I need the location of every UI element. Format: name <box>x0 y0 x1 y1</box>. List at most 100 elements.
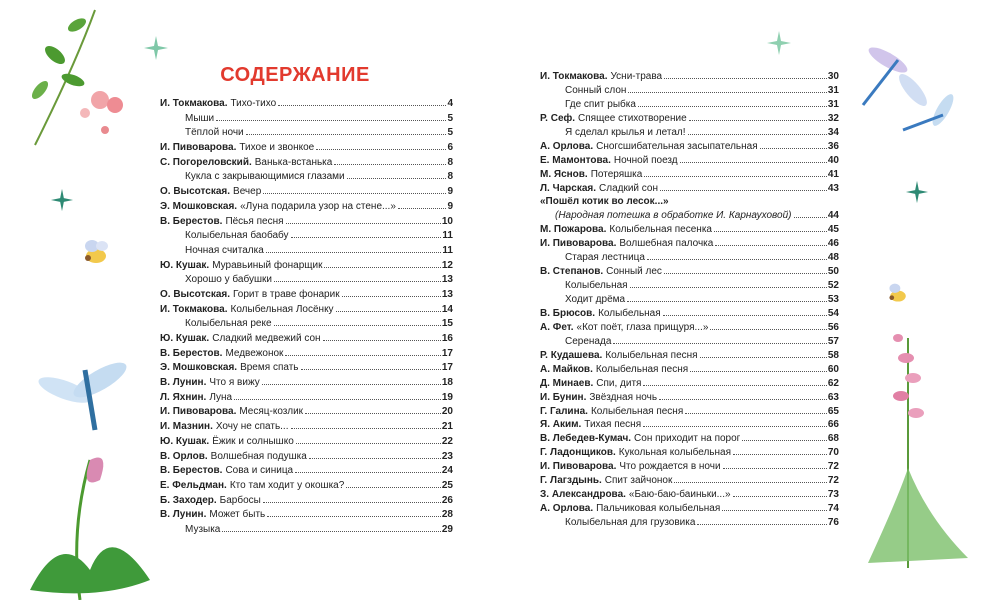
entry-author: Г. Лагздынь. <box>540 475 602 487</box>
dot-leader <box>290 237 442 239</box>
entry-author: Ю. Кушак. <box>160 333 210 344</box>
entry-page-number: 8 <box>447 156 453 168</box>
dot-leader <box>643 426 827 428</box>
toc-entry: И. Пивоварова. Тихое и звонкое 6 <box>160 142 453 157</box>
entry-author: В. Брюсов. <box>540 307 596 319</box>
dot-leader <box>305 413 441 415</box>
dot-leader <box>613 342 827 344</box>
entry-page-number: 24 <box>441 465 453 477</box>
toc-entry: В. Берестов. Сова и синица 24 <box>160 465 453 480</box>
dot-leader <box>295 472 441 474</box>
entry-author: А. Майков. <box>540 363 593 375</box>
dot-leader <box>346 178 447 180</box>
dot-leader <box>732 496 827 498</box>
entry-title: Я сделал крылья и летал! <box>565 126 686 138</box>
entry-author: Е. Мамонтова. <box>540 154 611 166</box>
entry-title: Усни-трава <box>610 71 663 82</box>
dot-leader <box>685 412 827 414</box>
dot-leader <box>659 398 827 400</box>
flower-branch-illustration <box>31 9 123 146</box>
entry-page-number: 63 <box>827 391 839 403</box>
entry-title: Сонный лес <box>606 266 662 278</box>
entry-author: В. Лебедев-Кумач. <box>540 433 632 445</box>
page-title: СОДЕРЖАНИЕ <box>220 64 370 86</box>
entry-author: В. Берестов. <box>160 215 223 227</box>
entry-author: И. Пивоварова. <box>540 461 617 473</box>
toc-entry: Кукла с закрывающимися глазами 8 <box>160 171 453 186</box>
dot-leader <box>267 516 441 518</box>
entry-author: В. Лунин. <box>160 377 207 389</box>
toc-entry: В. Лебедев-Кумач. Сон приходит на порог 68 <box>540 433 839 447</box>
entry-title: Тёплой ночи <box>185 127 244 139</box>
entry-title: (Народная потешка в обработке И. Карнаух… <box>555 210 792 222</box>
toc-entry: А. Орлова. Сногсшибательная засыпательная… <box>540 141 839 155</box>
sparkle-icon <box>905 180 929 204</box>
toc-entry: Ю. Кушак. Сладкий медвежий сон 16 <box>160 333 453 348</box>
dot-leader <box>216 119 447 121</box>
toc-entry: Сонный слон 31 <box>540 85 839 99</box>
dot-leader <box>324 266 441 268</box>
entry-title: Ёжик и солнышко <box>212 435 294 447</box>
entry-page-number: 72 <box>827 475 839 487</box>
entry-author: О. Высотская. <box>160 186 231 198</box>
toc-entry: О. Высотская. Вечер 9 <box>160 186 453 201</box>
toc-entry: Я. Аким. Тихая песня 66 <box>540 419 839 433</box>
entry-title: Медвежонок <box>225 347 284 359</box>
toc-entry: Серенада 57 <box>540 336 839 350</box>
entry-author: А. Фет. <box>540 321 574 333</box>
dot-leader <box>341 295 441 297</box>
entry-page-number: 9 <box>447 186 453 198</box>
entry-title: Колыбельная Лосёнку <box>230 303 334 315</box>
entry-page-number: 44 <box>827 210 839 222</box>
toc-entry: Р. Сеф. Спящее стихотворение 32 <box>540 113 839 127</box>
entry-title: Луна <box>209 391 233 403</box>
entry-title: Колыбельная реке <box>185 318 272 330</box>
entry-page-number: 48 <box>827 252 839 264</box>
entry-author: В. Берестов. <box>160 347 223 359</box>
entry-page-number: 6 <box>447 142 453 154</box>
bee-icon <box>85 240 108 263</box>
dot-leader <box>644 175 827 177</box>
entry-page-number: 17 <box>441 347 453 359</box>
entry-page-number: 60 <box>827 363 839 375</box>
dot-leader <box>697 524 827 525</box>
entry-page-number: 52 <box>827 280 839 292</box>
toc-entry: И. Бунин. Звёздная ночь 63 <box>540 392 839 406</box>
entry-author: И. Бунин. <box>540 391 587 403</box>
toc-entry: Ходит дрёма 53 <box>540 294 839 308</box>
entry-author: Л. Яхнин. <box>160 391 207 403</box>
entry-page-number: 29 <box>441 523 453 535</box>
entry-page-number: 66 <box>827 419 839 431</box>
dot-leader <box>278 105 447 106</box>
entry-title: Ходит дрёма <box>565 294 626 305</box>
entry-title: Тихое и звонкое <box>239 142 315 154</box>
entry-title: Время спать <box>240 362 299 374</box>
sparkle-icon <box>50 188 74 212</box>
entry-page-number: 32 <box>827 112 839 124</box>
entry-page-number: 72 <box>827 461 839 473</box>
entry-title: Тихая песня <box>584 419 642 431</box>
toc-entry: Д. Минаев. Спи, дитя 62 <box>540 378 839 392</box>
entry-title: Мыши <box>185 112 215 124</box>
entry-author: И. Мазнин. <box>160 421 213 433</box>
dot-leader <box>285 222 441 224</box>
entry-author: Я. Аким. <box>540 419 582 431</box>
entry-page-number: 57 <box>827 335 839 347</box>
dot-leader <box>300 369 441 371</box>
toc-entry: Ю. Кушак. Муравьиный фонарщик 12 <box>160 260 453 275</box>
dot-leader <box>308 457 441 459</box>
entry-title: Потеряшка <box>590 168 643 180</box>
entry-author: И. Токмакова. <box>540 71 608 82</box>
dot-leader <box>674 482 827 484</box>
entry-page-number: 19 <box>441 391 453 403</box>
entry-title: «Луна подарила узор на стене...» <box>240 200 396 212</box>
entry-title: Волшебная палочка <box>619 238 714 250</box>
entry-page-number: 11 <box>442 230 453 242</box>
entry-page-number: 16 <box>441 333 453 344</box>
entry-title: Старая лестница <box>565 252 645 264</box>
entry-title: Где спит рыбка <box>565 98 636 110</box>
toc-entry: В. Лунин. Что я вижу 18 <box>160 377 453 392</box>
entry-page-number: 54 <box>827 307 839 319</box>
toc-entry: И. Токмакова. Колыбельная Лосёнку 14 <box>160 304 453 319</box>
entry-page-number: 46 <box>827 238 839 250</box>
